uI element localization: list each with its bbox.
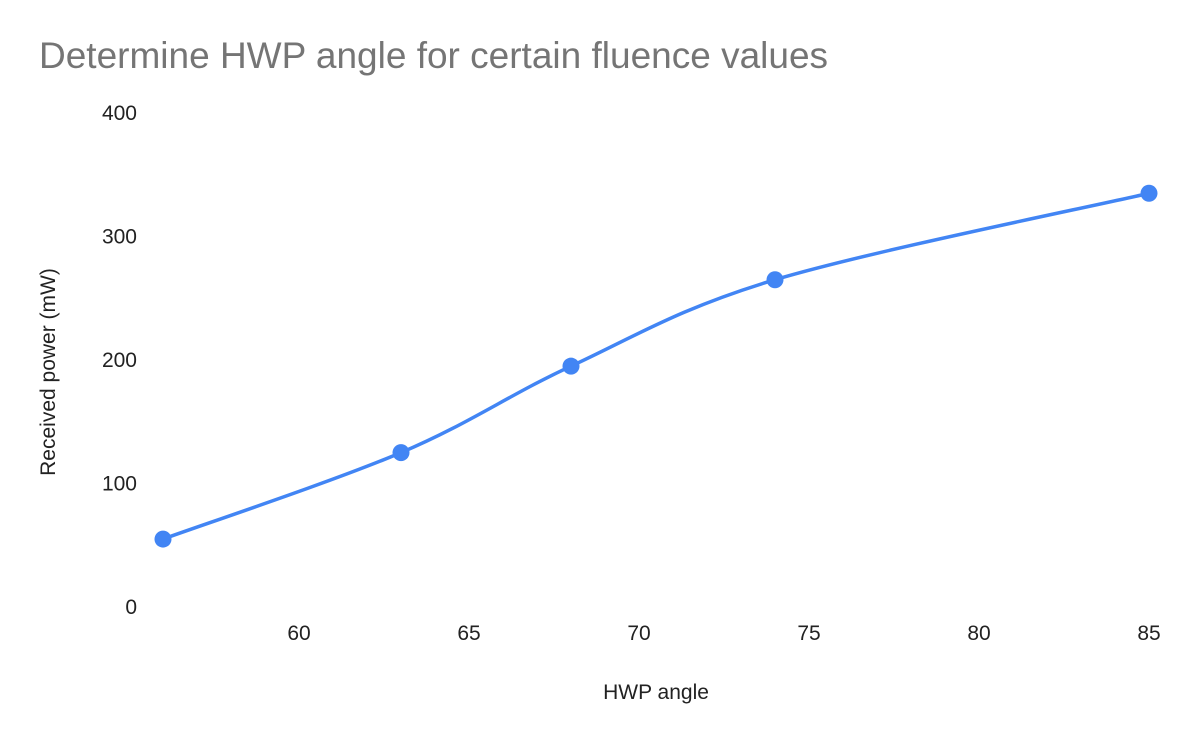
y-axis-ticks: 0 100 200 300 400 [102,102,137,619]
data-point [766,271,784,289]
data-point [562,357,580,375]
data-point [392,444,410,462]
y-axis-title: Received power (mW) [37,268,60,476]
x-axis-title: HWP angle [603,681,709,704]
x-tick-label: 70 [627,622,650,645]
x-tick-label: 60 [287,622,310,645]
y-tick-label: 300 [102,226,137,249]
x-axis-ticks: 60 65 70 75 80 85 [287,622,1160,645]
data-point [1140,184,1158,202]
x-tick-label: 85 [1137,622,1160,645]
y-tick-label: 200 [102,349,137,372]
x-tick-label: 75 [797,622,820,645]
y-tick-label: 100 [102,473,137,496]
x-tick-label: 65 [457,622,480,645]
x-tick-label: 80 [967,622,990,645]
y-tick-label: 400 [102,102,137,125]
series-line [161,191,1151,541]
series-layer [154,184,1158,548]
data-point [154,530,172,548]
chart-title: Determine HWP angle for certain fluence … [39,35,828,76]
y-tick-label: 0 [125,596,137,619]
